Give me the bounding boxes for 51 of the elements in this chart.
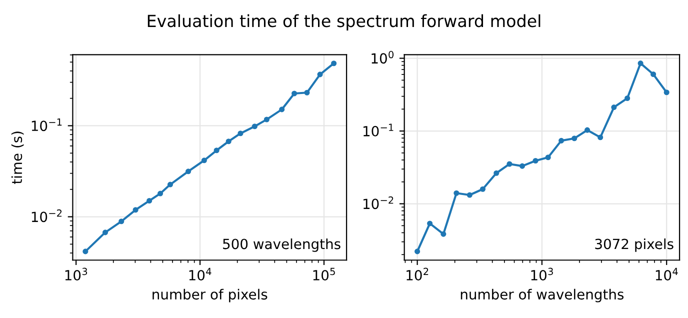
- point: [494, 170, 500, 176]
- point: [598, 134, 604, 140]
- point: [624, 95, 630, 102]
- x-tick-label: 10$^{4}$: [189, 268, 212, 280]
- y-tick-label: 10$^{−2}$: [364, 196, 394, 210]
- point: [264, 116, 270, 122]
- point: [292, 90, 298, 96]
- x-tick-label: 10$^{2}$: [406, 268, 428, 280]
- y-axis-title: time (s): [11, 132, 24, 184]
- y-tick-label: 10$^{−1}$: [32, 118, 62, 132]
- point: [454, 190, 460, 196]
- point: [650, 71, 656, 78]
- y-tick-label: 10$^{0}$: [372, 50, 394, 64]
- point: [252, 124, 258, 130]
- point: [331, 60, 337, 66]
- y-tick-label: 10$^{−2}$: [32, 209, 62, 222]
- point: [226, 138, 232, 144]
- point: [638, 60, 644, 66]
- point: [158, 190, 164, 196]
- point: [572, 136, 578, 142]
- point: [238, 130, 244, 136]
- point: [279, 106, 285, 112]
- y-tick-label: 10$^{−1}$: [364, 124, 394, 136]
- annotation: 3072 pixels: [595, 238, 674, 252]
- point: [664, 90, 670, 96]
- x-tick-label: 10$^{5}$: [313, 268, 335, 280]
- x-tick-label: 10$^{3}$: [65, 268, 88, 280]
- point: [317, 72, 323, 78]
- point: [146, 198, 152, 204]
- annotation: 500 wavelengths: [223, 238, 340, 252]
- point: [132, 207, 138, 213]
- point: [440, 231, 446, 237]
- point: [584, 127, 590, 133]
- x-axis-title: number of wavelengths: [460, 288, 624, 302]
- point: [519, 163, 526, 169]
- point: [558, 138, 564, 144]
- chart-title: Evaluation time of the spectrum forward model: [148, 14, 540, 30]
- point: [118, 218, 124, 224]
- point: [532, 158, 538, 164]
- point: [304, 90, 310, 96]
- x-tick-label: 10$^{4}$: [656, 268, 678, 280]
- point: [427, 220, 433, 226]
- point: [506, 161, 512, 167]
- point: [186, 168, 192, 174]
- point: [414, 248, 420, 254]
- x-tick-label: 10$^{3}$: [531, 268, 553, 280]
- point: [466, 192, 472, 198]
- point: [611, 104, 617, 110]
- point: [480, 186, 486, 192]
- x-axis-title: number of pixels: [152, 288, 268, 302]
- point: [545, 154, 551, 160]
